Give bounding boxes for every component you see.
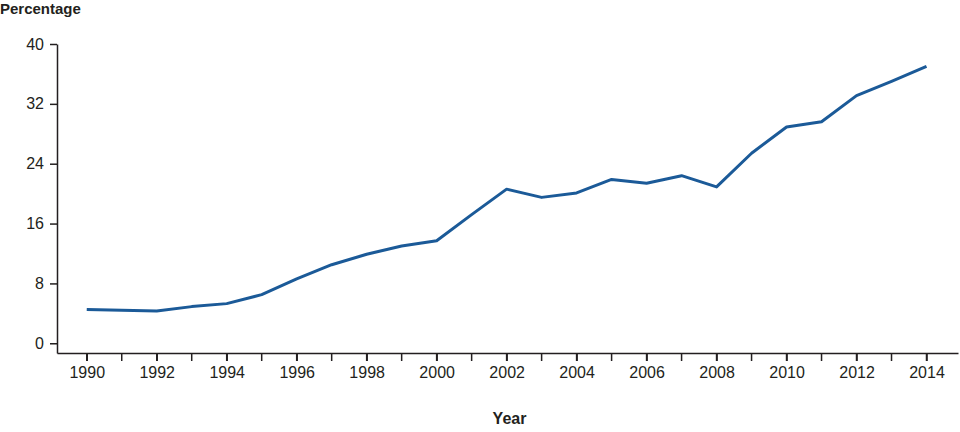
x-minor-tick [891, 353, 893, 361]
x-minor-tick [611, 353, 613, 361]
x-tick-label: 2008 [699, 364, 735, 381]
y-tick-label: 24 [26, 155, 44, 172]
x-tick-mark [436, 353, 438, 361]
y-axis: 0 8 16 24 32 40 [26, 36, 57, 354]
x-tick-label: 1998 [349, 364, 385, 381]
y-tick: 16 [26, 215, 57, 232]
x-minor-tick [681, 353, 683, 361]
y-tick: 40 [26, 36, 57, 53]
x-tick: 2004 [559, 353, 595, 381]
x-minor-tick [786, 353, 788, 361]
x-tick: 1994 [209, 353, 245, 381]
x-axis-title: Year [493, 410, 527, 427]
x-minor-tick [576, 353, 578, 361]
y-tick: 0 [35, 335, 57, 352]
x-minor-tick [541, 353, 543, 361]
x-tick-mark [856, 353, 858, 361]
x-minor-tick [261, 353, 263, 361]
x-tick-label: 1994 [209, 364, 245, 381]
x-minor-tick [716, 353, 718, 361]
y-tick-mark [50, 104, 57, 106]
x-tick-mark [646, 353, 648, 361]
x-minor-tick [856, 353, 858, 361]
x-tick-mark [366, 353, 368, 361]
x-tick-mark [786, 353, 788, 361]
x-minor-tick [226, 353, 228, 361]
x-minor-tick [331, 353, 333, 361]
x-tick: 2006 [629, 353, 665, 381]
x-tick-mark [576, 353, 578, 361]
x-minor-tick [191, 353, 193, 361]
chart: 0 8 16 24 32 40 1990 1992 1994 1996 1998 2000 2002 20… [0, 0, 960, 432]
x-axis: 1990 1992 1994 1996 1998 2000 2002 2004 2006 2008… [58, 353, 959, 381]
y-tick-mark [50, 44, 57, 46]
x-tick-label: 2014 [909, 364, 945, 381]
x-tick-label: 2000 [419, 364, 455, 381]
x-tick-mark [86, 353, 88, 361]
data-line [87, 66, 927, 311]
x-axis-line [58, 353, 959, 355]
x-tick-label: 2010 [769, 364, 805, 381]
x-minor-tick [506, 353, 508, 361]
x-minor-tick [86, 353, 88, 361]
y-tick-mark [50, 283, 57, 285]
x-minor-tick [366, 353, 368, 361]
x-tick: 1996 [279, 353, 315, 381]
x-tick-mark [716, 353, 718, 361]
y-tick-label: 40 [26, 36, 44, 53]
x-minor-tick [121, 353, 123, 361]
y-tick-mark [50, 343, 57, 345]
x-tick: 1998 [349, 353, 385, 381]
x-tick: 2010 [769, 353, 805, 381]
x-tick: 2002 [489, 353, 525, 381]
x-tick-label: 2012 [839, 364, 875, 381]
y-tick-mark [50, 163, 57, 165]
x-tick-label: 1996 [279, 364, 315, 381]
x-tick: 2014 [909, 353, 945, 381]
x-tick: 2012 [839, 353, 875, 381]
x-tick-label: 1990 [69, 364, 105, 381]
x-tick-mark [226, 353, 228, 361]
y-tick-mark [50, 223, 57, 225]
x-minor-tick [926, 353, 928, 361]
y-tick: 32 [26, 95, 57, 112]
x-tick: 1992 [139, 353, 175, 381]
y-axis-line [57, 45, 59, 354]
x-minor-tick [156, 353, 158, 361]
x-tick-mark [506, 353, 508, 361]
x-minor-tick [751, 353, 753, 361]
y-tick-label: 8 [35, 275, 44, 292]
x-tick: 2000 [419, 353, 455, 381]
x-tick-label: 2002 [489, 364, 525, 381]
x-minor-tick [646, 353, 648, 361]
x-tick-mark [926, 353, 928, 361]
y-tick: 8 [35, 275, 57, 292]
x-tick-label: 1992 [139, 364, 175, 381]
x-minor-tick [296, 353, 298, 361]
x-minor-tick [821, 353, 823, 361]
y-tick-label: 32 [26, 95, 44, 112]
x-tick-label: 2006 [629, 364, 665, 381]
x-minor-tick [471, 353, 473, 361]
x-minor-tick [401, 353, 403, 361]
y-tick-label: 16 [26, 215, 44, 232]
y-axis-title: Percentage [0, 0, 81, 17]
y-tick-label: 0 [35, 335, 44, 352]
x-tick-mark [296, 353, 298, 361]
x-tick-mark [156, 353, 158, 361]
x-tick-label: 2004 [559, 364, 595, 381]
x-minor-ticks [87, 353, 927, 361]
x-minor-tick [436, 353, 438, 361]
plot-area [87, 66, 927, 311]
x-tick: 2008 [699, 353, 735, 381]
x-tick: 1990 [69, 353, 105, 381]
y-tick: 24 [26, 155, 57, 172]
